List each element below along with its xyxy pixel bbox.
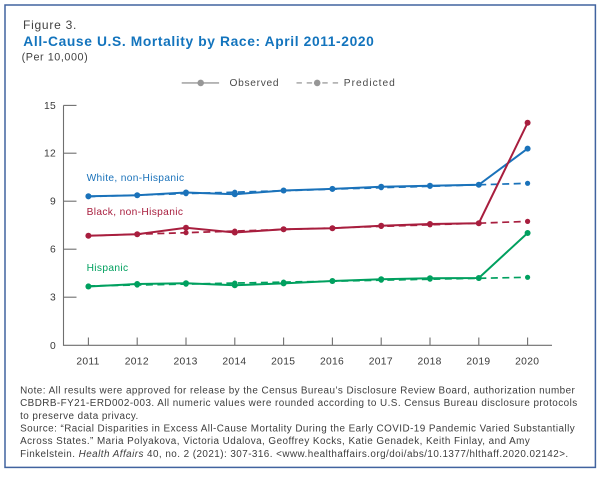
svg-text:2020: 2020: [515, 357, 539, 368]
svg-text:3: 3: [50, 293, 56, 304]
svg-text:Finkelstein. Health Affairs 40: Finkelstein. Health Affairs 40, no. 2 (2…: [20, 449, 569, 460]
svg-text:Black, non-Hispanic: Black, non-Hispanic: [87, 207, 184, 218]
svg-text:All-Cause U.S. Mortality by Ra: All-Cause U.S. Mortality by Race: April …: [23, 34, 374, 49]
svg-text:2019: 2019: [466, 357, 490, 368]
svg-text:15: 15: [44, 101, 56, 112]
svg-text:Hispanic: Hispanic: [87, 263, 129, 274]
svg-text:Note: All results were approve: Note: All results were approved for rele…: [20, 385, 575, 396]
svg-text:6: 6: [50, 245, 56, 256]
svg-text:2014: 2014: [222, 357, 246, 368]
svg-text:to preserve data privacy.: to preserve data privacy.: [20, 411, 139, 422]
svg-text:2017: 2017: [369, 357, 393, 368]
svg-text:2016: 2016: [320, 357, 344, 368]
svg-text:12: 12: [44, 149, 56, 160]
svg-text:2012: 2012: [125, 357, 149, 368]
svg-text:CBDRB-FY21-ERD002-003. All num: CBDRB-FY21-ERD002-003. All numeric value…: [20, 398, 578, 409]
svg-text:0: 0: [50, 341, 56, 352]
svg-text:White, non-Hispanic: White, non-Hispanic: [87, 173, 185, 184]
svg-text:9: 9: [50, 197, 56, 208]
svg-text:(Per 10,000): (Per 10,000): [22, 52, 89, 64]
svg-text:Figure 3.: Figure 3.: [23, 18, 77, 32]
svg-text:2011: 2011: [76, 357, 99, 368]
svg-text:2015: 2015: [271, 357, 295, 368]
svg-text:Observed: Observed: [230, 78, 280, 89]
svg-text:Across States.” Maria Polyakov: Across States.” Maria Polyakova, Victori…: [20, 436, 530, 447]
svg-text:Predicted: Predicted: [344, 78, 396, 89]
svg-text:2013: 2013: [174, 357, 198, 368]
svg-text:Source: “Racial Disparities in: Source: “Racial Disparities in Excess Al…: [20, 424, 575, 435]
svg-text:2018: 2018: [418, 357, 442, 368]
